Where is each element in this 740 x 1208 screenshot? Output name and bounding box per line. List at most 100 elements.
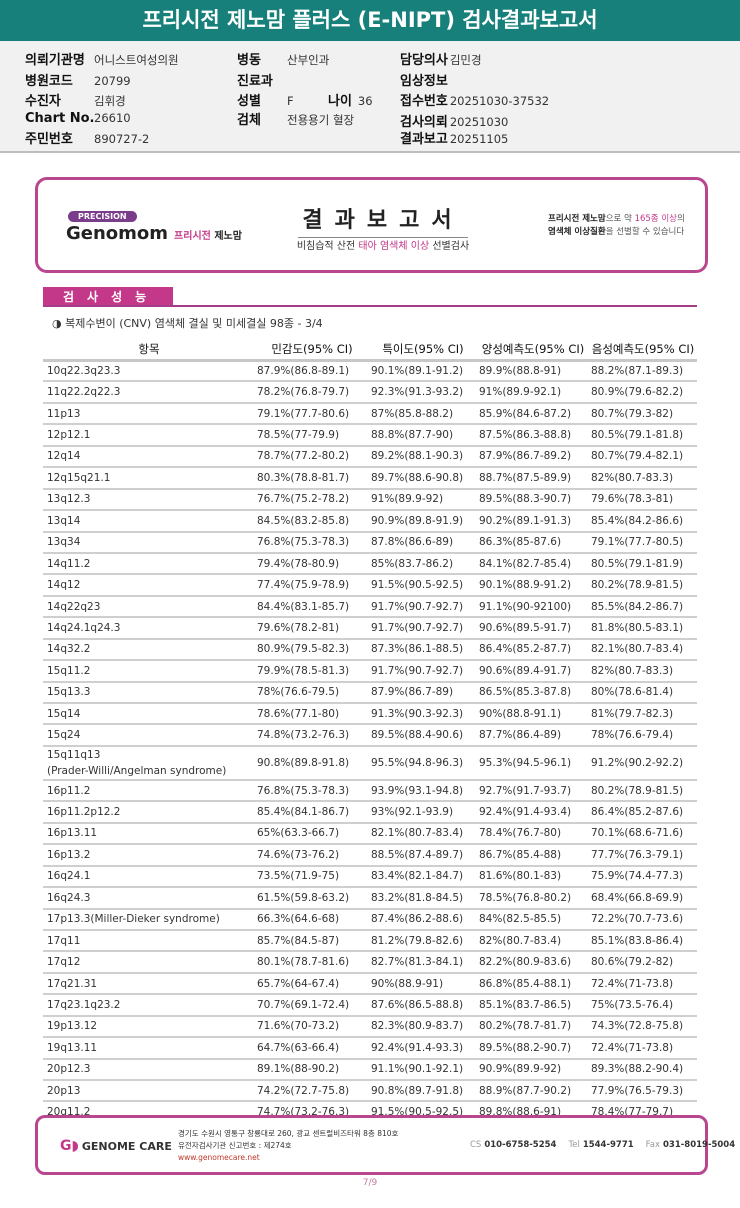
cell-npv: 75.9%(74.4-77.3) [589,865,697,889]
cell-specificity: 93.9%(93.1-94.8) [369,779,477,803]
label: 진료과 [237,74,273,89]
cell-specificity: 87.9%(86.7-89) [369,681,477,705]
cell-ppv: 88.7%(87.5-89.9) [477,467,589,490]
value: 어니스트여성의원 [94,53,179,67]
cell-specificity: 92.3%(91.3-93.2) [369,381,477,404]
cell-specificity: 87.3%(86.1-88.5) [369,638,477,662]
brand: Genomom [66,223,169,244]
cell-sensitivity: 80.3%(78.8-81.7) [255,467,369,490]
label: 의뢰기관명 [25,53,85,68]
cell-ppv: 90.9%(89.9-92) [477,1058,589,1082]
cell-sensitivity: 80.1%(78.7-81.6) [255,951,369,974]
cell-npv: 77.7%(76.3-79.1) [589,844,697,867]
cell-item: 13q14 [43,510,255,533]
report-banner: PRECISION Genomom 프리시전 제노맘 결과보고서 비침습적 산전 … [35,177,708,273]
section-divider [43,305,697,307]
label: 병동 [237,53,261,68]
website-link[interactable]: www.genomecare.net [178,1153,260,1162]
table-row: 13q14 84.5%(83.2-85.8) 90.9%(89.8-91.9) 90.… [43,510,697,533]
label: 담당의사 [400,53,448,68]
header-specificity: 특이도(95% CI) [369,339,477,362]
value: 20251030-37532 [449,94,550,108]
value: 20251030 [449,115,509,129]
cell-npv: 89.3%(88.2-90.4) [589,1058,697,1082]
cell-item: 19p13.12 [43,1015,255,1039]
cell-sensitivity: 65.7%(64-67.4) [255,972,369,996]
genomom-logo: Genomom 프리시전 제노맘 [66,223,242,244]
cell-ppv: 90%(88.8-91.1) [477,703,589,726]
footer-contacts: CS 010-6758-5254 Tel 1544-9771 Fax 031-8019-5… [458,1140,735,1150]
table-row: 16p11.2p12.2 85.4%(84.1-86.7) 93%(92.1-93.… [43,801,697,824]
cell-ppv: 88.9%(87.7-90.2) [477,1080,589,1103]
cell-sensitivity: 85.4%(84.1-86.7) [255,801,369,824]
table-row: 17p13.3(Miller-Dieker syndrome) 66.3%(64.… [43,908,697,931]
page-number: 7/9 [362,1178,378,1188]
label: Chart No. [25,111,95,126]
table-row: 12q15q21.1 80.3%(78.8-81.7) 89.7%(88.6-90.… [43,467,697,490]
cell-item: 17q11 [43,929,255,953]
request-date-field: 검사의뢰 20251030 [400,111,508,130]
tel-number: 1544-9771 [582,1140,634,1150]
cell-ppv: 85.1%(83.7-86.5) [477,994,589,1017]
cell-ppv: 84%(82.5-85.5) [477,908,589,931]
patient-field: 수진자 김휘경 [25,90,126,109]
cell-ppv: 86.8%(85.4-88.1) [477,972,589,996]
value: F [287,94,294,108]
cell-sensitivity: 85.7%(84.5-87) [255,929,369,953]
banner-tagline: 프리시전 제노맘으로 약 165종 이상의 염색체 이상질환을 선별할 수 있습니… [548,213,685,239]
table-row: 19p13.12 71.6%(70-73.2) 82.3%(80.9-83.7) 80… [43,1015,697,1039]
genome-care-logo: G◗ GENOME CARE [60,1138,172,1154]
cell-ppv: 90.2%(89.1-91.3) [477,510,589,533]
cell-sensitivity: 79.6%(78.2-81) [255,617,369,640]
cell-specificity: 85%(83.7-86.2) [369,552,477,576]
table-row: 11p13 79.1%(77.7-80.6) 87%(85.8-88.2) 85.9%… [43,402,697,426]
cell-sensitivity: 77.4%(75.9-78.9) [255,574,369,597]
value: 36 [357,94,373,108]
cell-item: 19q13.11 [43,1037,255,1060]
cell-ppv: 86.7%(85.4-88) [477,844,589,867]
cell-specificity: 87.4%(86.2-88.6) [369,908,477,931]
cell-sensitivity: 80.9%(79.5-82.3) [255,638,369,662]
performance-table: 항목 민감도(95% CI) 특이도(95% CI) 양성예측도(95% CI)… [43,339,697,1124]
cell-sensitivity: 84.4%(83.1-85.7) [255,595,369,619]
cell-ppv: 91%(89.9-92.1) [477,381,589,404]
table-row: 16p11.2 76.8%(75.3-78.3) 93.9%(93.1-94.8) 9… [43,779,697,803]
cell-item: 16p11.2p12.2 [43,801,255,824]
cell-npv: 81%(79.7-82.3) [589,703,697,726]
cell-npv: 80.5%(79.1-81.8) [589,424,697,447]
cell-ppv: 91.1%(90-92100) [477,595,589,619]
cell-npv: 80.7%(79.4-82.1) [589,445,697,469]
cell-sensitivity: 76.7%(75.2-78.2) [255,488,369,512]
cell-specificity: 92.4%(91.4-93.3) [369,1037,477,1060]
cell-specificity: 91.7%(90.7-92.7) [369,595,477,619]
cell-ppv: 95.3%(94.5-96.1) [477,745,589,781]
cell-item: 11q22.2q22.3 [43,381,255,404]
cell-specificity: 83.2%(81.8-84.5) [369,887,477,910]
table-row: 17q11 85.7%(84.5-87) 81.2%(79.8-82.6) 82%(8… [43,929,697,953]
cell-specificity: 81.2%(79.8-82.6) [369,929,477,953]
cell-sensitivity: 84.5%(83.2-85.8) [255,510,369,533]
label: 임상정보 [400,74,448,89]
address: 경기도 수원시 영통구 창룡대로 260, 광교 센트럴비즈타워 8층 810호 [178,1129,399,1138]
table-row: 11q22.2q22.3 78.2%(76.8-79.7) 92.3%(91.3-9… [43,381,697,404]
brand-kr-bold: 제노맘 [214,231,242,242]
t: 염색체 이상질환 [548,227,606,237]
t: 의 [676,214,685,224]
cell-item: 16p11.2 [43,779,255,803]
cell-npv: 68.4%(66.8-69.9) [589,887,697,910]
cell-ppv: 92.4%(91.4-93.4) [477,801,589,824]
cell-npv: 82%(80.7-83.3) [589,660,697,683]
cell-specificity: 89.2%(88.1-90.3) [369,445,477,469]
genome-care-logo-icon: G◗ [60,1138,79,1154]
cell-sensitivity: 66.3%(64.6-68) [255,908,369,931]
cell-sensitivity: 76.8%(75.3-78.3) [255,531,369,554]
cell-specificity: 89.5%(88.4-90.6) [369,724,477,747]
cell-item: 14q11.2 [43,552,255,576]
cell-ppv: 89.5%(88.3-90.7) [477,488,589,512]
table-row: 16q24.3 61.5%(59.8-63.2) 83.2%(81.8-84.5) 7… [43,887,697,910]
cell-item: 17p13.3(Miller-Dieker syndrome) [43,908,255,931]
precision-badge: PRECISION [68,211,137,222]
cell-specificity: 87%(85.8-88.2) [369,402,477,426]
resident-no-field: 주민번호 890727-2 [25,128,149,147]
footer: G◗ GENOME CARE 경기도 수원시 영통구 창룡대로 260, 광교 센… [35,1115,735,1175]
